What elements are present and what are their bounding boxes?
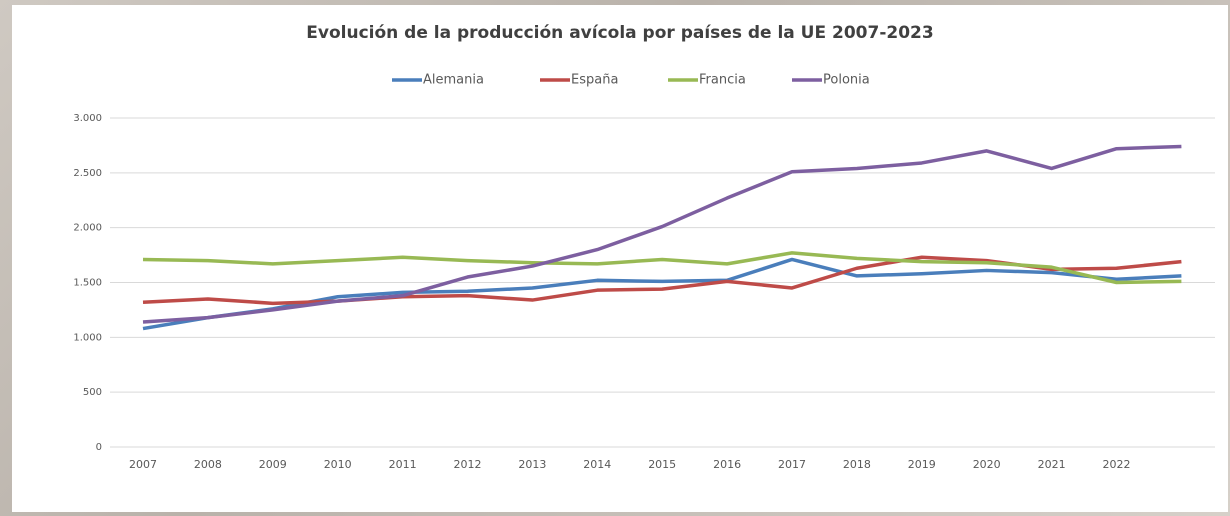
x-tick-label: 2013 [518, 458, 546, 471]
x-tick-label: 2019 [908, 458, 936, 471]
y-tick-label: 3.000 [73, 113, 102, 124]
x-tick-label: 2022 [1103, 458, 1131, 471]
x-tick-label: 2020 [973, 458, 1001, 471]
y-tick-label: 0 [96, 442, 102, 453]
x-tick-label: 2009 [259, 458, 287, 471]
chart: Evolución de la producción avícola por p… [0, 0, 1230, 516]
y-tick-label: 2.000 [73, 223, 102, 234]
x-tick-label: 2010 [324, 458, 352, 471]
y-tick-label: 1.000 [73, 332, 102, 343]
legend-label: Francia [699, 73, 746, 88]
x-tick-label: 2016 [713, 458, 741, 471]
x-tick-label: 2015 [648, 458, 676, 471]
y-tick-label: 500 [83, 387, 102, 398]
legend-label: Alemania [423, 73, 484, 88]
legend-label: España [571, 73, 618, 88]
chart-panel [12, 5, 1228, 512]
x-tick-label: 2017 [778, 458, 806, 471]
x-tick-label: 2011 [389, 458, 417, 471]
chart-title: Evolución de la producción avícola por p… [306, 23, 933, 43]
y-tick-label: 1.500 [73, 278, 102, 289]
page: Evolución de la producción avícola por p… [0, 0, 1230, 516]
x-tick-label: 2014 [583, 458, 611, 471]
x-tick-label: 2018 [843, 458, 871, 471]
x-tick-label: 2007 [129, 458, 157, 471]
x-tick-label: 2021 [1038, 458, 1066, 471]
y-tick-label: 2.500 [73, 168, 102, 179]
legend-label: Polonia [823, 73, 870, 88]
x-tick-label: 2008 [194, 458, 222, 471]
x-tick-label: 2012 [454, 458, 482, 471]
